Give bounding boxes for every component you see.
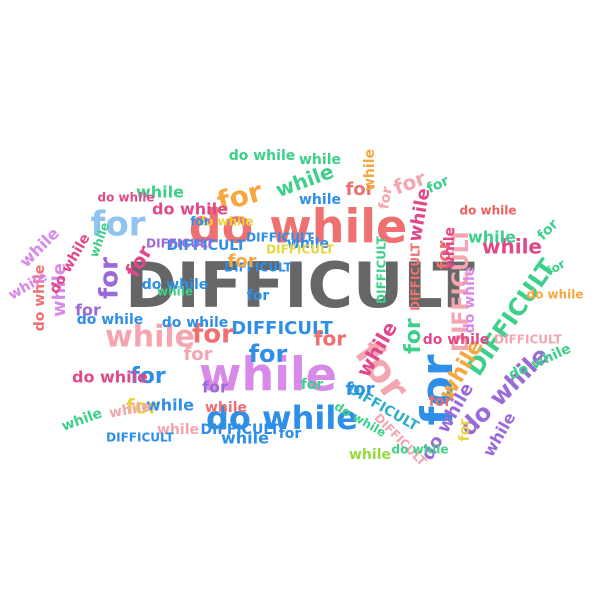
- word-for: for: [457, 419, 473, 442]
- word-for: for: [247, 288, 270, 304]
- word-do-while: do while: [526, 288, 583, 302]
- word-do-while: do while: [142, 277, 209, 293]
- word-difficult: DIFFICULT: [106, 431, 174, 445]
- word-for: for: [279, 426, 302, 442]
- word-for: for: [424, 173, 451, 197]
- word-do-while: do while: [72, 368, 148, 387]
- word-difficult: DIFFICULT: [494, 333, 562, 347]
- word-difficult: DIFFICULT: [246, 231, 314, 245]
- word-while: while: [49, 263, 70, 317]
- word-difficult: DIFFICULT: [125, 249, 475, 322]
- word-for: for: [301, 377, 324, 393]
- word-do-while: do while: [206, 399, 358, 437]
- word-for: for: [190, 215, 209, 229]
- word-for: for: [183, 344, 212, 365]
- word-for: for: [345, 379, 374, 400]
- word-while: while: [108, 398, 152, 421]
- word-do-while: do while: [77, 312, 144, 328]
- word-while: while: [299, 152, 341, 168]
- word-for: for: [401, 318, 426, 354]
- word-while: while: [287, 236, 329, 252]
- word-difficult: DIFFICULT: [201, 422, 280, 438]
- word-while: while: [60, 405, 105, 434]
- word-difficult: DIFFICULT: [375, 235, 389, 303]
- word-do-while: do while: [97, 191, 154, 205]
- word-while: while: [362, 149, 378, 191]
- word-do-while: do while: [32, 265, 48, 332]
- word-difficult: DIFFICULT: [146, 237, 214, 251]
- word-difficult: DIFFICULT: [266, 243, 334, 257]
- word-while: while: [146, 396, 194, 415]
- word-do-while: do while: [459, 204, 516, 218]
- word-for: for: [412, 354, 463, 425]
- word-while: while: [468, 228, 516, 247]
- word-difficult: DIFFICULT: [409, 242, 423, 310]
- word-difficult: DIFFICULT: [231, 318, 333, 339]
- word-do-while: do while: [189, 200, 408, 254]
- word-while: while: [105, 320, 195, 355]
- word-do-while: do while: [152, 200, 228, 219]
- word-for: for: [227, 251, 256, 272]
- word-do-while: do while: [229, 148, 296, 164]
- word-for: for: [249, 340, 288, 368]
- word-difficult: DIFFICULT: [167, 238, 246, 254]
- word-for: for: [376, 185, 396, 210]
- word-for: for: [95, 257, 125, 299]
- word-do-while: do while: [391, 443, 448, 457]
- word-while: while: [221, 429, 269, 448]
- word-for: for: [75, 301, 101, 320]
- word-for: for: [434, 240, 455, 269]
- word-do-while: do while: [196, 215, 253, 229]
- word-while: while: [349, 447, 391, 463]
- word-do-while: do while: [162, 315, 229, 331]
- word-do-while: do while: [423, 332, 490, 348]
- word-while: while: [482, 235, 542, 259]
- word-for: for: [91, 205, 146, 245]
- word-while: while: [199, 348, 337, 402]
- word-for: for: [314, 327, 346, 351]
- word-while: while: [299, 192, 341, 208]
- word-while: while: [442, 227, 458, 269]
- word-difficult: DIFFICULT: [224, 261, 292, 275]
- word-for: for: [130, 364, 166, 389]
- word-for: for: [202, 378, 228, 397]
- word-while: while: [205, 400, 247, 416]
- word-while: while: [157, 285, 193, 299]
- word-for: for: [345, 179, 374, 200]
- word-for: for: [429, 394, 452, 410]
- word-while: while: [136, 183, 184, 202]
- word-for: for: [126, 395, 158, 419]
- word-do-while: do while: [462, 267, 478, 334]
- word-while: while: [157, 422, 199, 438]
- word-difficult: DIFFICULT: [449, 228, 474, 352]
- word-for: for: [192, 320, 234, 350]
